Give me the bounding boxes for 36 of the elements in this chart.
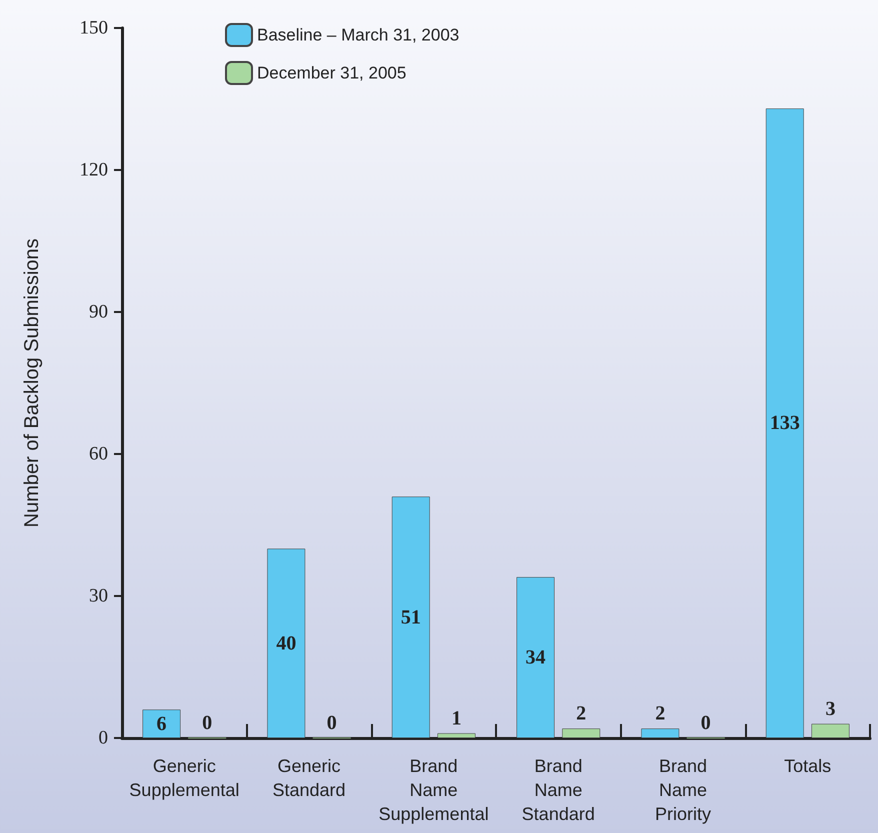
y-tick-label: 90 bbox=[89, 302, 108, 322]
y-tick-label: 120 bbox=[80, 160, 108, 180]
data-label: 0 bbox=[326, 712, 337, 734]
x-tick-label: Generic Supplemental bbox=[129, 756, 240, 800]
data-label: 3 bbox=[825, 698, 836, 720]
bar bbox=[516, 577, 555, 738]
bar bbox=[562, 728, 600, 738]
data-label: 133 bbox=[770, 412, 800, 434]
y-tick-label: 30 bbox=[89, 586, 108, 606]
data-label: 1 bbox=[451, 707, 462, 730]
x-tick-label: Generic Standard bbox=[272, 756, 346, 800]
y-axis-title: Number of Backlog Submissions bbox=[21, 238, 43, 528]
data-label: 0 bbox=[700, 712, 711, 734]
x-tick-label: Totals bbox=[784, 756, 832, 776]
data-label: 51 bbox=[400, 606, 421, 628]
x-tick-label: Brand Name Supplemental bbox=[378, 756, 489, 824]
x-tick-label: Brand Name Standard bbox=[522, 756, 595, 824]
data-label: 40 bbox=[276, 632, 296, 654]
bar bbox=[392, 496, 430, 738]
data-label: 2 bbox=[576, 702, 586, 725]
bar bbox=[766, 108, 804, 738]
bar bbox=[142, 710, 181, 738]
data-label: 2 bbox=[655, 702, 666, 725]
data-label: 0 bbox=[202, 712, 212, 734]
bar bbox=[437, 733, 476, 738]
y-tick-label: 0 bbox=[98, 728, 108, 748]
data-label: 34 bbox=[526, 646, 546, 669]
y-tick-label: 150 bbox=[80, 18, 108, 38]
x-tick-label: Brand Name Priority bbox=[654, 756, 712, 824]
bar bbox=[267, 548, 306, 738]
legend-label: December 31, 2005 bbox=[257, 64, 406, 82]
bar bbox=[641, 728, 680, 738]
y-tick-label: 60 bbox=[89, 444, 108, 464]
legend-label: Baseline – March 31, 2003 bbox=[257, 26, 460, 44]
data-label: 6 bbox=[156, 712, 167, 735]
bar bbox=[811, 724, 850, 738]
